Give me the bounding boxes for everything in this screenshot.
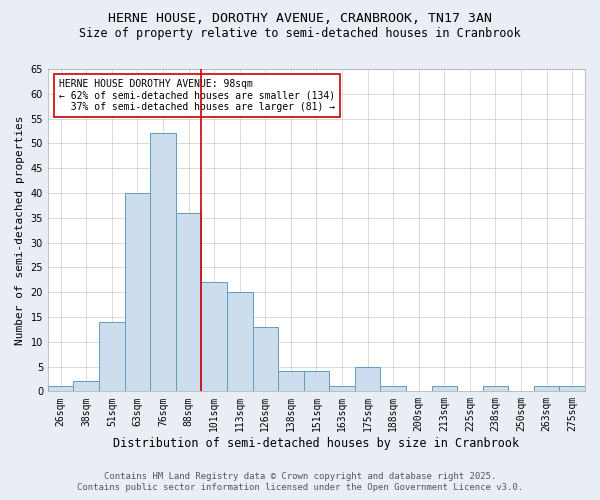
- Text: Contains public sector information licensed under the Open Government Licence v3: Contains public sector information licen…: [77, 484, 523, 492]
- Bar: [99, 322, 125, 392]
- Bar: [48, 386, 73, 392]
- Bar: [150, 134, 176, 392]
- Y-axis label: Number of semi-detached properties: Number of semi-detached properties: [15, 116, 25, 345]
- Bar: [355, 366, 380, 392]
- Text: Size of property relative to semi-detached houses in Cranbrook: Size of property relative to semi-detach…: [79, 28, 521, 40]
- Text: Contains HM Land Registry data © Crown copyright and database right 2025.: Contains HM Land Registry data © Crown c…: [104, 472, 496, 481]
- Text: HERNE HOUSE DOROTHY AVENUE: 98sqm
← 62% of semi-detached houses are smaller (134: HERNE HOUSE DOROTHY AVENUE: 98sqm ← 62% …: [59, 78, 335, 112]
- Bar: [534, 386, 559, 392]
- Bar: [380, 386, 406, 392]
- Bar: [73, 382, 99, 392]
- Bar: [125, 193, 150, 392]
- Bar: [482, 386, 508, 392]
- Bar: [278, 372, 304, 392]
- Bar: [559, 386, 585, 392]
- Bar: [431, 386, 457, 392]
- Bar: [329, 386, 355, 392]
- Bar: [304, 372, 329, 392]
- Bar: [202, 282, 227, 392]
- X-axis label: Distribution of semi-detached houses by size in Cranbrook: Distribution of semi-detached houses by …: [113, 437, 520, 450]
- Text: HERNE HOUSE, DOROTHY AVENUE, CRANBROOK, TN17 3AN: HERNE HOUSE, DOROTHY AVENUE, CRANBROOK, …: [108, 12, 492, 26]
- Bar: [176, 213, 202, 392]
- Bar: [253, 327, 278, 392]
- Bar: [227, 292, 253, 392]
